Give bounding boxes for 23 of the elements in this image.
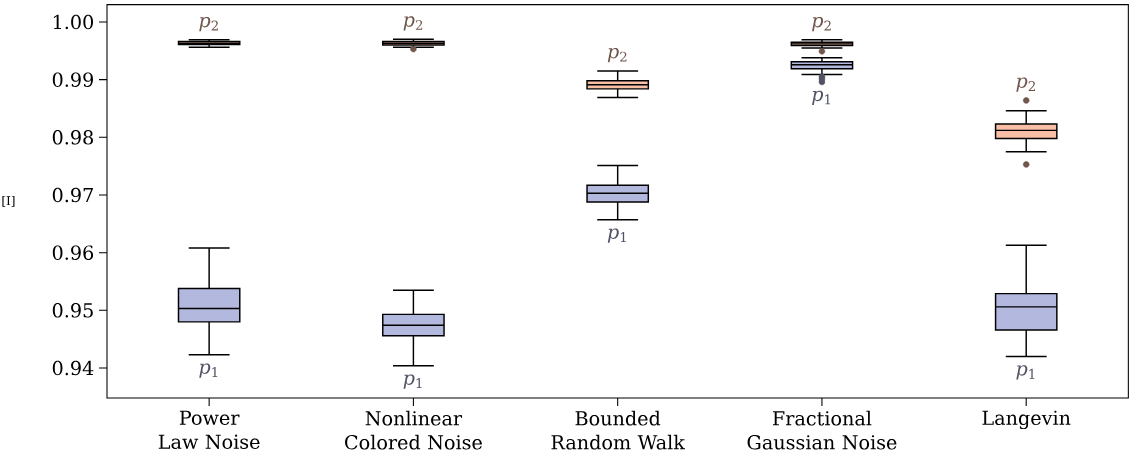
text: p$_{1}$ xyxy=(607,228,626,243)
y-tick-label: 0.96 xyxy=(52,245,94,260)
y-tick-label: 0.95 xyxy=(52,303,93,318)
text: p$_{2}$ xyxy=(1016,77,1035,92)
y-tick-label: 0.99 xyxy=(52,72,93,87)
text: p$_{2}$ xyxy=(607,48,627,63)
x-tick-label: Langevin xyxy=(982,410,1071,430)
text: p$_{1}$ xyxy=(1016,365,1035,380)
x-tick-label: Nonlinear Colored Noise xyxy=(345,410,482,450)
text: p$_{1}$ xyxy=(403,374,422,389)
text: p$_{2}$ xyxy=(403,16,423,31)
series-label: p$_{1}$ xyxy=(812,90,831,105)
x-tick-label: Fractional Gaussian Noise xyxy=(747,410,897,450)
text: p$_{2}$ xyxy=(812,16,831,32)
y-tick-label: 0.97 xyxy=(52,187,93,203)
y-tick-label: 1.00 xyxy=(53,14,93,30)
y-tick-label: 0.94 xyxy=(52,360,94,376)
x-tick-label: Bounded Random Walk xyxy=(551,410,686,450)
y-tick-label: 0.98 xyxy=(52,130,93,145)
series-label: p$_{2}$ xyxy=(199,16,218,32)
x-tick-label: Power Law Noise xyxy=(158,410,260,449)
y-axis-title: [I] xyxy=(2,195,15,207)
text: p$_{1}$ xyxy=(199,363,218,378)
